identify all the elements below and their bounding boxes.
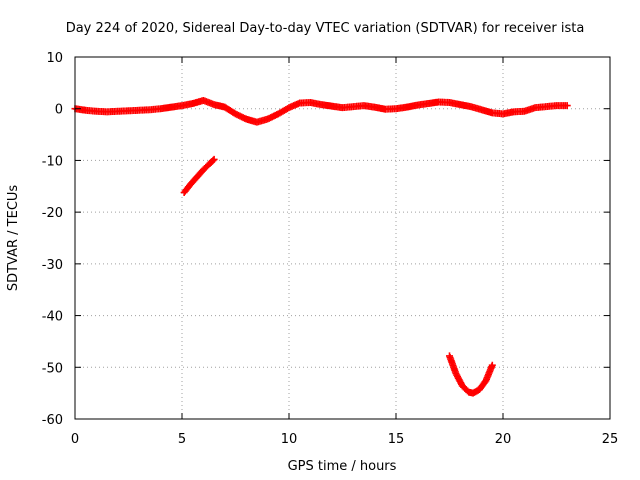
plot-frame	[74, 56, 611, 420]
y-tick-label: 0	[55, 103, 63, 118]
y-axis-label: SDTVAR / TECUs	[6, 185, 21, 292]
x-tick-label: 20	[495, 432, 512, 447]
series-1	[71, 96, 571, 126]
x-tick-label: 25	[602, 432, 619, 447]
series-3	[446, 352, 496, 397]
x-tick-label: 0	[71, 432, 79, 447]
y-tick-label: -60	[42, 413, 63, 428]
x-tick-label: 15	[388, 432, 405, 447]
data-point-marker	[209, 156, 217, 164]
y-tick-label: 10	[46, 51, 63, 66]
chart-title: Day 224 of 2020, Sidereal Day-to-day VTE…	[66, 21, 585, 36]
x-axis-label: GPS time / hours	[288, 459, 397, 474]
data-point-marker	[210, 155, 218, 163]
data-series	[71, 96, 571, 397]
y-tick-label: -50	[42, 361, 63, 376]
series-2	[180, 155, 218, 196]
y-axis-ticks: 10 0 -10 -20 -30 -40 -50 -60	[42, 51, 610, 428]
y-tick-label: -20	[42, 206, 63, 221]
x-tick-label: 5	[178, 432, 186, 447]
y-tick-label: -40	[42, 310, 63, 325]
y-tick-label: -30	[42, 258, 63, 273]
x-tick-label: 10	[281, 432, 298, 447]
y-tick-label: -10	[42, 154, 63, 169]
x-axis-ticks: 0 5 10 15 20 25	[71, 57, 618, 447]
data-point-marker	[563, 102, 571, 110]
data-point-marker	[488, 361, 496, 369]
